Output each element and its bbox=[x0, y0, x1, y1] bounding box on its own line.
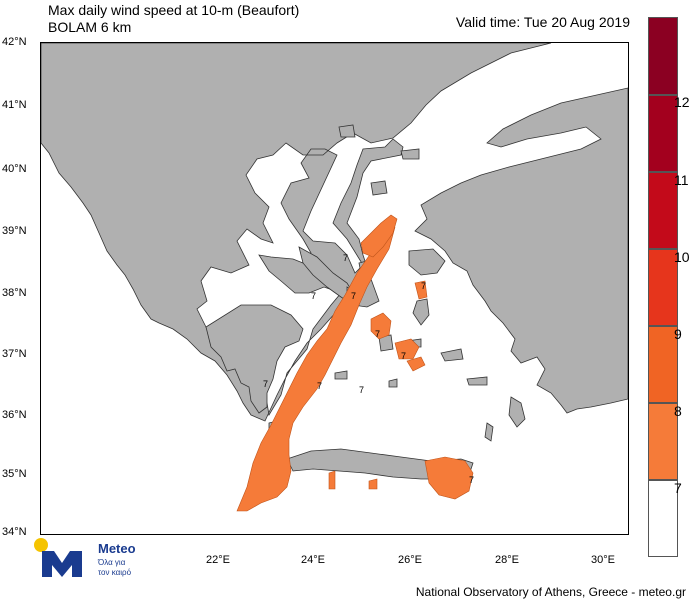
land-limnos bbox=[370, 180, 388, 196]
contour-label: 7 bbox=[263, 379, 268, 389]
lat-label: 40°N bbox=[2, 163, 27, 175]
color-legend bbox=[648, 17, 678, 557]
contour-label: 7 bbox=[351, 291, 356, 301]
wind-zone-cyclades bbox=[370, 312, 392, 340]
lat-label: 35°N bbox=[2, 468, 27, 480]
lat-label: 37°N bbox=[2, 348, 27, 360]
contour-label: 7 bbox=[401, 351, 406, 361]
wind-zone-chios bbox=[414, 280, 428, 300]
land-balkans bbox=[41, 43, 552, 422]
wind-zone-rhodes bbox=[424, 456, 474, 500]
wind-zone-naxos bbox=[394, 338, 420, 360]
land-santorini bbox=[388, 378, 398, 388]
land-karpathos bbox=[484, 422, 494, 442]
lon-label: 30°E bbox=[591, 554, 615, 566]
wind-zone-west bbox=[236, 226, 396, 512]
valid-time: Valid time: Tue 20 Aug 2019 bbox=[455, 14, 630, 30]
map-canvas: 7 7 7 7 7 7 7 7 7 7 bbox=[41, 43, 628, 534]
lat-label: 42°N bbox=[2, 36, 27, 48]
lon-label: 22°E bbox=[206, 554, 230, 566]
land-chios bbox=[412, 298, 430, 326]
contour-label: 7 bbox=[317, 381, 322, 391]
meteo-logo: Meteo Όλα για τον καιρό bbox=[34, 537, 174, 583]
legend-label: 9 bbox=[674, 326, 682, 342]
logo-name: Meteo bbox=[98, 541, 136, 556]
contour-label: 7 bbox=[359, 385, 364, 395]
wind-zone-ikaria bbox=[406, 356, 426, 372]
land-imbros bbox=[400, 148, 420, 160]
legend-box-7 bbox=[648, 403, 678, 480]
lat-label: 41°N bbox=[2, 99, 27, 111]
land-lesvos bbox=[408, 248, 446, 276]
lat-label: 39°N bbox=[2, 225, 27, 237]
legend-label: 11 bbox=[674, 172, 689, 188]
meteo-logo-mark bbox=[34, 538, 82, 577]
contour-label: 7 bbox=[469, 475, 474, 485]
legend-label: 7 bbox=[674, 480, 682, 496]
logo-tagline-2: τον καιρό bbox=[98, 568, 132, 577]
land-peloponnese bbox=[205, 304, 304, 414]
map-frame: 7 7 7 7 7 7 7 7 7 7 bbox=[40, 42, 629, 535]
legend-label: 12 bbox=[674, 94, 690, 110]
footer-credit: National Observatory of Athens, Greece -… bbox=[415, 585, 686, 599]
land-milos bbox=[334, 370, 348, 380]
map-title: Max daily wind speed at 10-m (Beaufort) bbox=[48, 2, 300, 18]
lat-label: 34°N bbox=[2, 526, 27, 538]
wind-zone-north bbox=[360, 214, 398, 258]
legend-box-8 bbox=[648, 326, 678, 403]
contour-label: 7 bbox=[311, 291, 316, 301]
legend-label: 10 bbox=[674, 249, 690, 265]
model-subtitle: BOLAM 6 km bbox=[48, 19, 132, 35]
land-thasos bbox=[338, 124, 356, 138]
logo-tagline-1: Όλα για bbox=[98, 558, 126, 567]
lon-label: 28°E bbox=[495, 554, 519, 566]
legend-box-11 bbox=[648, 95, 678, 172]
wind-zone-crete-1 bbox=[328, 470, 336, 490]
contour-label: 7 bbox=[375, 329, 380, 339]
lat-label: 38°N bbox=[2, 287, 27, 299]
wind-zone-crete-2 bbox=[368, 478, 378, 490]
contour-label: 7 bbox=[343, 253, 348, 263]
land-turkey bbox=[414, 87, 628, 414]
legend-box-10 bbox=[648, 172, 678, 249]
contour-label: 7 bbox=[421, 281, 426, 291]
land-kos bbox=[466, 376, 488, 386]
legend-box-9 bbox=[648, 249, 678, 326]
legend-box-below-7 bbox=[648, 480, 678, 557]
lat-label: 36°N bbox=[2, 409, 27, 421]
legend-label: 8 bbox=[674, 403, 682, 419]
land-rhodes bbox=[508, 396, 526, 428]
lon-label: 26°E bbox=[398, 554, 422, 566]
legend-box-12 bbox=[648, 17, 678, 95]
land-samos bbox=[440, 348, 464, 362]
lon-label: 24°E bbox=[301, 554, 325, 566]
